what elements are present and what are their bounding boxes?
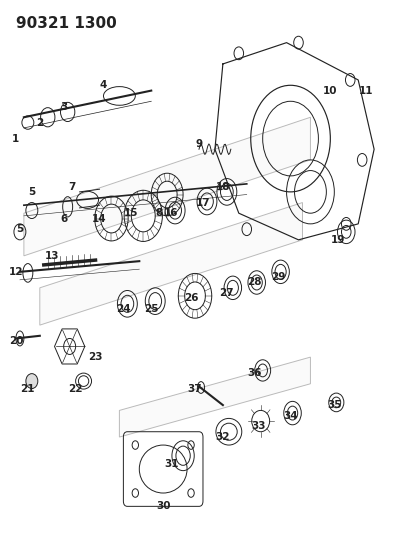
Text: 23: 23	[88, 352, 103, 362]
Text: 2: 2	[36, 118, 43, 127]
Text: 21: 21	[21, 384, 35, 394]
Text: 16: 16	[164, 208, 178, 218]
Text: 32: 32	[216, 432, 230, 442]
Text: 10: 10	[323, 86, 338, 95]
Text: 25: 25	[144, 304, 158, 314]
Polygon shape	[119, 357, 310, 437]
Text: 8: 8	[156, 208, 163, 218]
Text: 33: 33	[252, 422, 266, 431]
Text: 14: 14	[92, 214, 107, 223]
Text: 20: 20	[9, 336, 23, 346]
Text: 28: 28	[248, 278, 262, 287]
Text: 17: 17	[196, 198, 210, 207]
Text: 24: 24	[116, 304, 131, 314]
Text: 13: 13	[45, 251, 59, 261]
Text: 36: 36	[248, 368, 262, 378]
Polygon shape	[24, 117, 310, 256]
Text: 1: 1	[12, 134, 20, 143]
Text: 5: 5	[28, 187, 35, 197]
Ellipse shape	[26, 374, 38, 389]
Text: 11: 11	[359, 86, 373, 95]
Text: 6: 6	[60, 214, 67, 223]
Text: 5: 5	[16, 224, 23, 234]
Text: 12: 12	[9, 267, 23, 277]
Polygon shape	[40, 203, 302, 325]
Text: 7: 7	[68, 182, 75, 191]
Text: 90321 1300: 90321 1300	[16, 16, 117, 31]
Text: 22: 22	[68, 384, 83, 394]
Text: 19: 19	[331, 235, 345, 245]
Text: 15: 15	[124, 208, 139, 218]
Text: 4: 4	[100, 80, 107, 90]
Text: 37: 37	[188, 384, 202, 394]
Text: 29: 29	[271, 272, 286, 282]
Text: 18: 18	[216, 182, 230, 191]
Text: 26: 26	[184, 294, 198, 303]
Text: 35: 35	[327, 400, 341, 410]
Text: 30: 30	[156, 502, 170, 511]
Text: 9: 9	[195, 139, 203, 149]
Text: 27: 27	[220, 288, 234, 298]
Text: 34: 34	[283, 411, 298, 421]
Text: 31: 31	[164, 459, 178, 469]
Text: 3: 3	[60, 102, 67, 111]
